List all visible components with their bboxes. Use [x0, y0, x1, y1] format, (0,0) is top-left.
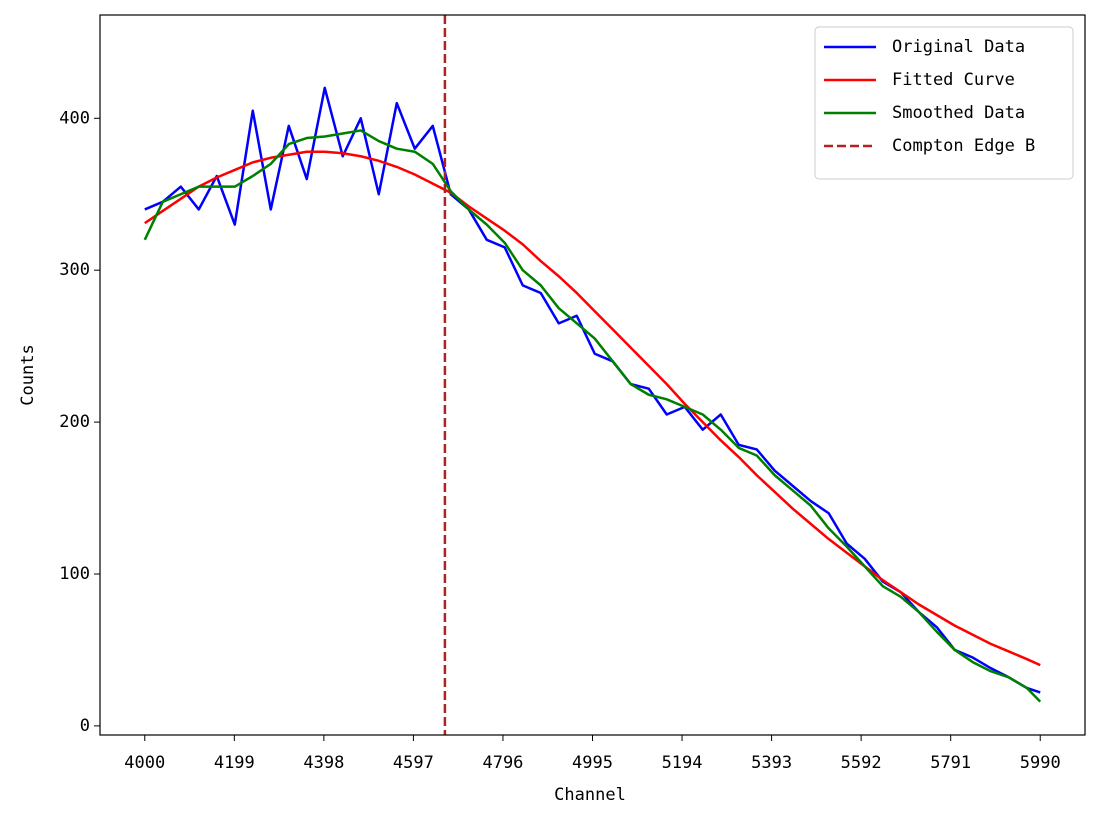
x-tick-label: 5990	[1020, 753, 1061, 773]
x-tick-label: 5592	[841, 753, 882, 773]
x-tick-label: 5194	[662, 753, 703, 773]
y-tick-label: 400	[59, 108, 90, 128]
legend-label: Smoothed Data	[892, 103, 1025, 123]
x-axis-label: Channel	[554, 785, 626, 805]
y-axis-label: Counts	[18, 344, 38, 405]
y-tick-label: 0	[80, 716, 90, 736]
series-line	[143, 129, 1042, 703]
x-tick-label: 4398	[303, 753, 344, 773]
x-tick-label: 4597	[393, 753, 434, 773]
legend-box	[814, 26, 1074, 180]
y-tick-label: 300	[59, 260, 90, 280]
legend-label: Fitted Curve	[892, 70, 1015, 90]
x-tick-label: 4000	[124, 753, 165, 773]
plot-frame	[99, 14, 1086, 736]
x-tick-label: 4796	[482, 753, 523, 773]
x-tick-label: 4199	[214, 753, 255, 773]
series-line	[144, 150, 1041, 667]
x-tick-label: 4995	[572, 753, 613, 773]
legend-label: Original Data	[892, 37, 1025, 57]
y-tick-label: 200	[59, 412, 90, 432]
x-tick-label: 5791	[930, 753, 971, 773]
x-tick-label: 5393	[751, 753, 792, 773]
legend-label: Compton Edge B	[892, 136, 1035, 156]
y-tick-label: 100	[59, 564, 90, 584]
